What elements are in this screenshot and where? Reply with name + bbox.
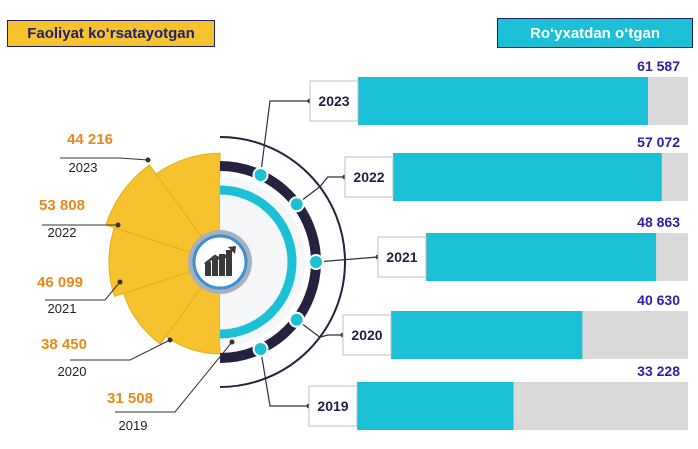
ring-dot-2020	[288, 311, 305, 328]
year-box-2022	[344, 156, 394, 198]
legend-registered: Ro‘yxatdan o‘tgan	[497, 18, 693, 48]
connector-2019	[259, 348, 309, 407]
year-label-2019: 2019	[317, 398, 348, 414]
connector-2021	[315, 256, 379, 263]
bar-value-2023: 61 587	[637, 58, 680, 74]
bar-2019	[357, 382, 514, 430]
left-labels: 44 216 2023 53 808 2022 46 099 2021 38 450 2020…	[37, 131, 235, 433]
leader-2021	[45, 281, 121, 301]
icon-bar	[212, 258, 218, 276]
leader-2019	[115, 341, 233, 413]
year-label-2022: 2022	[353, 169, 384, 185]
leader-2020	[70, 339, 171, 361]
year-label-2020: 2020	[351, 327, 382, 343]
icon-bar	[219, 254, 225, 276]
year-label-2021: 2021	[386, 249, 417, 265]
rose-year-2019: 2019	[119, 418, 148, 433]
year-box-2020	[342, 314, 392, 356]
rose-value-2022: 53 808	[39, 197, 85, 214]
ring-cyan	[219, 185, 297, 339]
bar-2021	[426, 233, 657, 281]
ring-outer	[219, 136, 346, 388]
leader-end-2021	[117, 279, 123, 285]
leader-end-2020	[167, 337, 173, 343]
icon-bar	[205, 262, 211, 276]
ring-dot-2023	[252, 166, 269, 183]
rose-value-2020: 38 450	[41, 336, 87, 353]
rose-year-2021: 2021	[48, 301, 77, 316]
leader-end-2019	[229, 339, 235, 345]
year-box-2023	[309, 80, 359, 122]
year-box-2019	[308, 385, 358, 427]
legend-active: Faoliyat ko‘rsatayotgan	[7, 20, 215, 47]
leader-end-2022	[115, 222, 121, 228]
icon-trend-line	[204, 247, 235, 265]
rose-value-2023: 44 216	[67, 131, 113, 148]
connectors	[252, 98, 381, 409]
connector-2022	[296, 176, 345, 205]
rose-value-2021: 46 099	[37, 274, 83, 291]
bar-value-2022: 57 072	[637, 134, 680, 150]
year-box-2021	[377, 236, 427, 278]
icon-bar	[226, 250, 232, 276]
bar-2020	[391, 311, 583, 359]
ring-dot-2022	[288, 196, 305, 213]
leader-2023	[60, 157, 149, 161]
rose-value-2019: 31 508	[107, 390, 153, 407]
ring-dot-2019	[252, 341, 269, 358]
bar-chart: 2023 61 587 2022 57 072 2021 48 863 2020 40 630…	[308, 58, 688, 430]
bar-value-2019: 33 228	[637, 363, 680, 379]
year-label-2023: 2023	[318, 93, 349, 109]
bar-2023	[358, 77, 648, 125]
bar-value-2020: 40 630	[637, 292, 680, 308]
bar-2022	[393, 153, 662, 201]
connector-2023	[259, 100, 310, 176]
rose-year-2023: 2023	[69, 160, 98, 175]
icon-arrow-head	[228, 246, 236, 254]
leader-end-2023	[145, 157, 151, 163]
bar-value-2021: 48 863	[637, 214, 680, 230]
ring-dot-2021	[308, 254, 324, 270]
connector-2020	[296, 319, 343, 338]
rose-year-2020: 2020	[58, 364, 87, 379]
growth-chart-icon	[188, 230, 252, 294]
rose-wedge-2022	[105, 164, 222, 263]
rose-year-2022: 2022	[48, 225, 77, 240]
